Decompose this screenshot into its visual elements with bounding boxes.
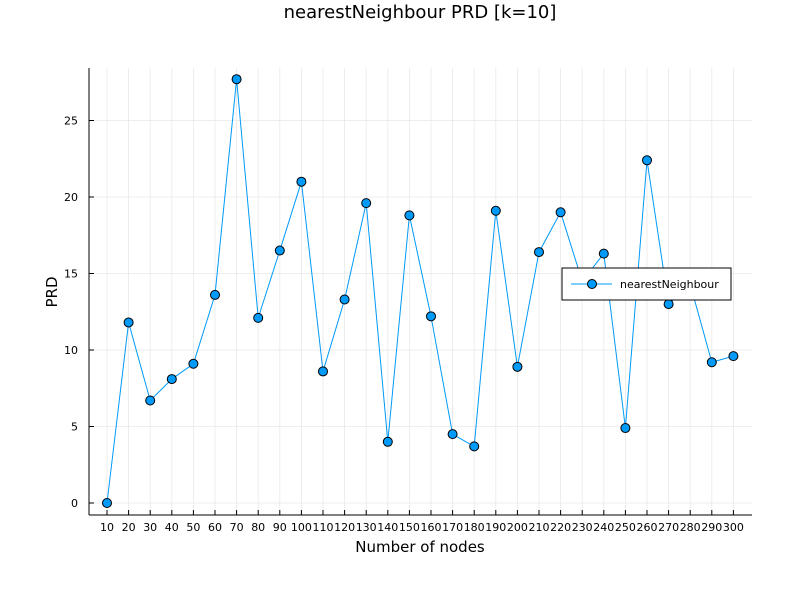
y-tick-label: 20: [64, 191, 78, 204]
data-point: [296, 176, 307, 187]
x-tick-label: 200: [507, 521, 528, 534]
x-tick-label: 20: [122, 521, 136, 534]
y-tick-label: 10: [64, 344, 78, 357]
x-axis-label: Number of nodes: [355, 538, 485, 556]
data-point: [728, 351, 739, 362]
x-tick-label: 140: [377, 521, 398, 534]
data-point: [555, 207, 566, 218]
data-point: [253, 312, 264, 323]
x-tick-label: 220: [550, 521, 571, 534]
x-tick-label: 110: [313, 521, 334, 534]
data-point: [339, 294, 350, 305]
data-point: [361, 198, 372, 209]
y-tick-label: 15: [64, 268, 78, 281]
data-point: [145, 395, 156, 406]
x-tick-label: 240: [593, 521, 614, 534]
x-tick-label: 60: [208, 521, 222, 534]
x-tick-label: 50: [186, 521, 200, 534]
data-point: [706, 357, 717, 368]
x-tick-label: 130: [356, 521, 377, 534]
x-tick-label: 190: [485, 521, 506, 534]
x-tick-label: 180: [464, 521, 485, 534]
x-tick-label: 10: [100, 521, 114, 534]
data-point: [274, 245, 285, 256]
x-tick-label: 70: [230, 521, 244, 534]
data-point: [210, 289, 220, 300]
data-point: [598, 248, 609, 259]
legend-label: nearestNeighbour: [620, 278, 719, 291]
x-tick-label: 210: [529, 521, 550, 534]
y-tick-label: 0: [71, 497, 78, 510]
legend-marker: [587, 279, 597, 289]
data-point: [318, 366, 328, 377]
data-point: [382, 436, 393, 447]
series-line: [106, 79, 734, 504]
y-axis-label: PRD: [43, 276, 61, 307]
x-tick-label: 90: [273, 521, 287, 534]
axes: [88, 68, 752, 516]
data-point: [512, 361, 523, 372]
x-tick-label: 150: [399, 521, 420, 534]
x-tick-label: 290: [701, 521, 722, 534]
data-point: [620, 423, 631, 434]
data-point: [490, 205, 501, 216]
data-point: [642, 155, 652, 166]
x-tick-label: 80: [251, 521, 265, 534]
x-tick-label: 100: [291, 521, 312, 534]
x-ticks: 10 20 30 40 50 60 70 80 90 100 110 120 130 140 150 160 1…: [100, 510, 744, 534]
x-tick-label: 170: [442, 521, 463, 534]
y-tick-label: 5: [71, 421, 78, 434]
x-tick-label: 270: [658, 521, 679, 534]
x-tick-label: 300: [723, 521, 744, 534]
data-point: [231, 74, 242, 85]
data-point: [447, 429, 458, 440]
x-tick-label: 30: [143, 521, 157, 534]
x-tick-label: 120: [334, 521, 355, 534]
data-point: [404, 210, 415, 221]
x-tick-label: 230: [572, 521, 593, 534]
chart-title: nearestNeighbour PRD [k=10]: [284, 2, 557, 23]
x-tick-label: 250: [615, 521, 636, 534]
series-group: [102, 74, 739, 508]
y-ticks: 0 5 10 15 20 25: [64, 115, 94, 510]
y-tick-label: 25: [64, 115, 78, 128]
data-point: [534, 247, 544, 258]
data-point: [166, 374, 177, 385]
data-point: [123, 317, 134, 328]
x-tick-label: 40: [165, 521, 179, 534]
data-point: [469, 441, 480, 452]
x-tick-label: 280: [680, 521, 701, 534]
data-point: [663, 299, 674, 310]
x-tick-label: 160: [421, 521, 442, 534]
data-point: [102, 498, 112, 508]
data-point: [426, 311, 436, 322]
data-point: [188, 358, 199, 369]
x-tick-label: 260: [637, 521, 658, 534]
legend: nearestNeighbour: [561, 267, 732, 301]
